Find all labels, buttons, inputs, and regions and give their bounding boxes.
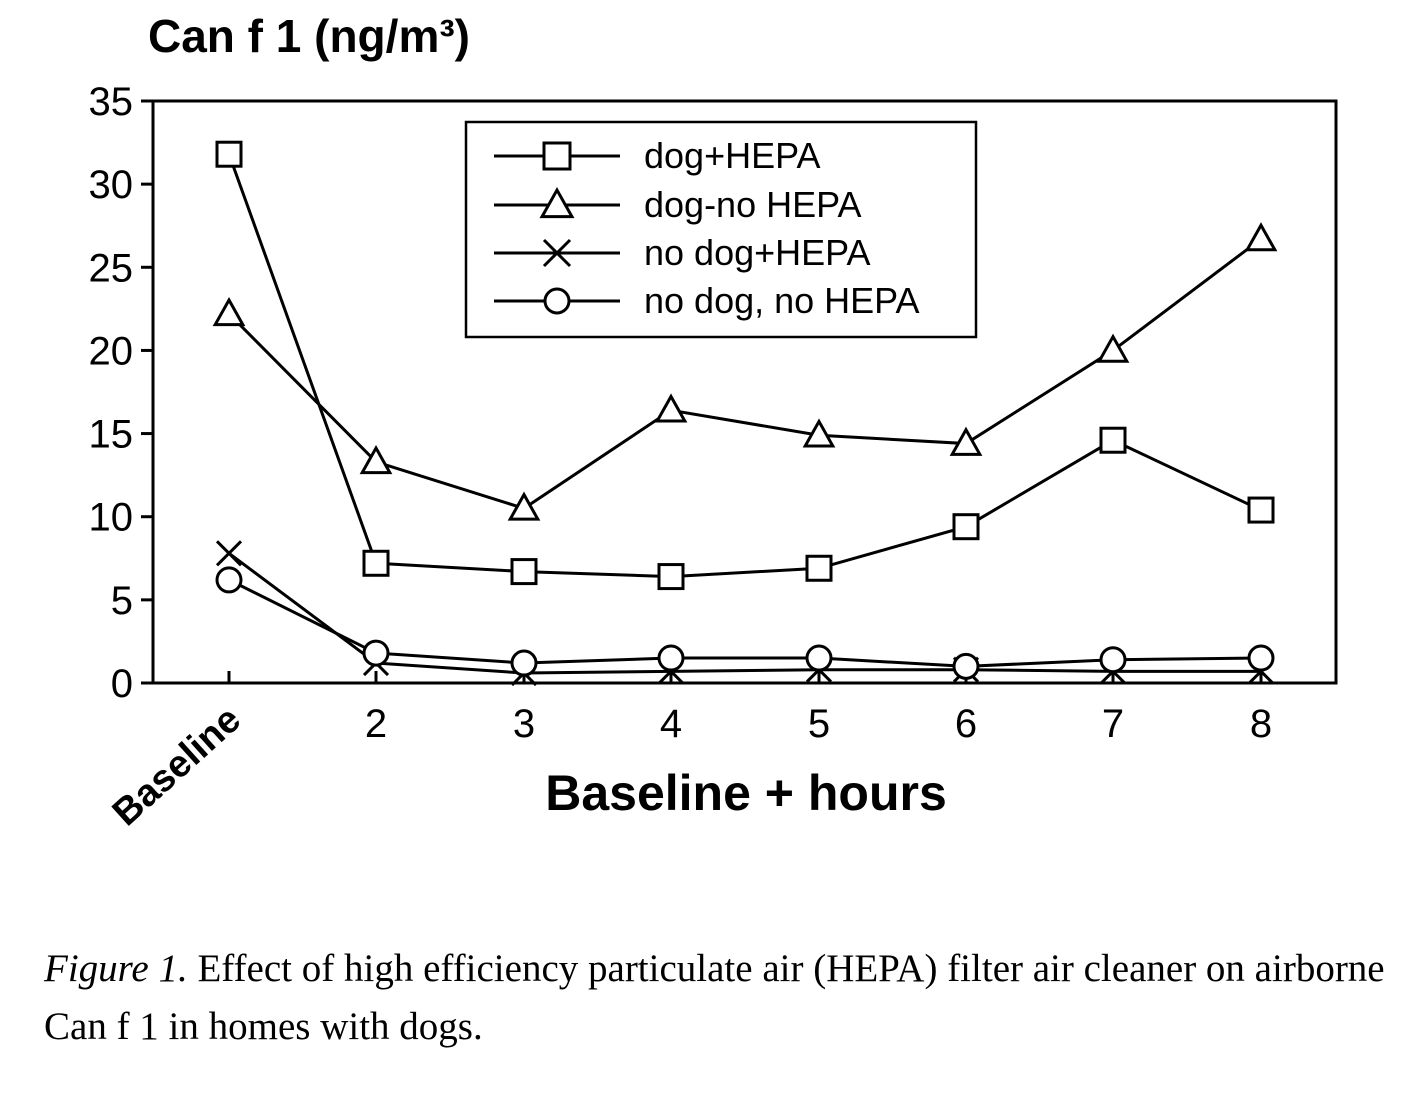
data-point-triangle — [802, 418, 836, 448]
data-point-square — [805, 554, 833, 582]
data-point-circle — [215, 566, 243, 594]
y-axis: 0 5 10 15 20 25 30 35 — [89, 80, 153, 706]
data-point-circle — [510, 649, 538, 677]
legend-label: dog+HEPA — [644, 135, 820, 176]
y-axis-title: Can f 1 (ng/m³) — [148, 10, 470, 62]
data-point-x — [215, 540, 243, 567]
series-x — [215, 540, 1275, 687]
legend-marker-x — [542, 238, 572, 268]
legend-marker-square — [542, 141, 572, 171]
data-point-square — [510, 558, 538, 586]
data-point-square — [362, 549, 390, 577]
y-tick-label: 15 — [89, 413, 134, 457]
legend: dog+HEPA dog-no HEPA no dog+HEPA no dog, no… — [464, 120, 978, 339]
legend-label: dog-no HEPA — [644, 184, 861, 225]
data-point-circle — [805, 644, 833, 672]
y-tick-label: 0 — [111, 662, 133, 706]
data-point-circle — [1247, 644, 1275, 672]
figure-label: Figure 1. — [44, 947, 188, 990]
data-point-square — [1247, 496, 1275, 524]
data-point-triangle — [654, 393, 688, 423]
series-triangle — [212, 222, 1278, 521]
y-tick-label: 30 — [89, 163, 134, 207]
legend-marker-triangle — [539, 186, 575, 219]
data-point-square — [952, 513, 980, 541]
data-point-triangle — [949, 426, 983, 456]
legend-label: no dog, no HEPA — [644, 280, 920, 321]
data-point-triangle — [212, 296, 246, 327]
x-tick-label: 6 — [955, 702, 977, 746]
figure-caption: Figure 1. Effect of high efficiency part… — [44, 940, 1394, 1056]
x-tick-label: 8 — [1250, 702, 1272, 746]
series-line — [227, 237, 1262, 511]
series-square — [215, 140, 1275, 591]
y-tick-label: 25 — [89, 246, 134, 290]
data-point-triangle — [1096, 333, 1130, 363]
x-tick-label: 5 — [808, 702, 830, 746]
series-line — [228, 578, 1262, 668]
data-point-circle — [362, 639, 390, 667]
data-point-circle — [952, 652, 980, 680]
data-point-triangle — [359, 444, 393, 475]
x-tick-label: 7 — [1102, 702, 1124, 746]
x-tick-label: 3 — [513, 702, 535, 746]
caption-text: Effect of high efficiency particulate ai… — [44, 947, 1385, 1048]
data-point-circle — [657, 644, 685, 672]
x-tick-label: Baseline — [105, 698, 249, 834]
data-point-triangle — [1244, 222, 1278, 252]
y-tick-label: 20 — [89, 329, 134, 373]
y-tick-label: 5 — [111, 579, 133, 623]
series-line — [228, 552, 1261, 675]
series-layer — [212, 140, 1278, 687]
series-circle — [215, 566, 1275, 680]
y-tick-label: 10 — [89, 496, 134, 540]
legend-marker-circle — [543, 287, 571, 315]
x-tick-label: 4 — [660, 702, 682, 746]
data-point-square — [215, 140, 243, 168]
plot-frame — [151, 99, 1338, 685]
data-point-square — [1099, 426, 1127, 454]
data-point-circle — [1099, 646, 1127, 674]
data-point-triangle — [507, 491, 541, 521]
y-tick-label: 35 — [89, 80, 134, 124]
legend-label: no dog+HEPA — [644, 232, 871, 273]
data-point-square — [657, 563, 685, 591]
series-line — [227, 153, 1262, 579]
x-tick-label: 2 — [365, 702, 387, 746]
x-axis-title: Baseline + hours — [545, 765, 947, 821]
